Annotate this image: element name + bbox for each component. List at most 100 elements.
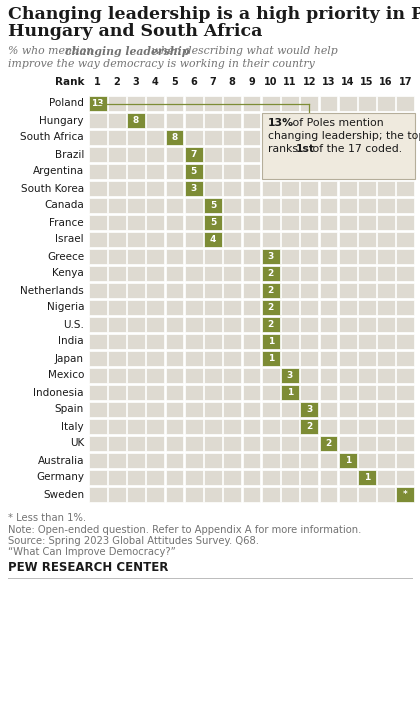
Bar	[223, 249, 241, 264]
Text: Rank: Rank	[55, 77, 85, 87]
Bar	[127, 436, 145, 451]
Bar	[358, 384, 376, 400]
Bar	[185, 334, 203, 349]
Bar	[281, 266, 299, 282]
Text: 5: 5	[191, 167, 197, 176]
Bar	[223, 368, 241, 383]
Bar	[243, 282, 260, 298]
Bar	[165, 96, 184, 111]
Bar	[147, 96, 164, 111]
Bar	[300, 164, 318, 180]
Bar	[147, 452, 164, 468]
Bar	[358, 130, 376, 146]
Bar	[204, 198, 222, 214]
Bar	[320, 402, 337, 417]
Bar	[320, 215, 337, 230]
Bar	[339, 181, 357, 196]
Bar	[204, 215, 222, 230]
Bar	[339, 198, 357, 214]
Bar	[127, 249, 145, 264]
Bar	[185, 436, 203, 451]
Bar	[108, 470, 126, 485]
Text: 1: 1	[364, 473, 370, 482]
Bar	[377, 232, 395, 248]
Bar	[281, 436, 299, 451]
Text: 1: 1	[268, 354, 274, 363]
Bar	[396, 384, 414, 400]
Bar	[320, 113, 337, 128]
Bar	[396, 418, 414, 434]
Bar	[185, 181, 203, 196]
Bar	[108, 96, 126, 111]
Text: changing leadership; the topic: changing leadership; the topic	[268, 131, 420, 141]
Bar	[300, 350, 318, 366]
Bar	[339, 147, 357, 162]
Bar	[377, 300, 395, 315]
Bar	[320, 282, 337, 298]
Bar	[185, 147, 203, 162]
Bar	[223, 452, 241, 468]
Bar	[358, 300, 376, 315]
Text: Argentina: Argentina	[33, 167, 84, 177]
Bar	[377, 198, 395, 214]
Text: Canada: Canada	[44, 201, 84, 211]
Bar	[108, 215, 126, 230]
Bar	[243, 470, 260, 485]
Bar	[396, 130, 414, 146]
Text: 17: 17	[399, 77, 412, 87]
Bar	[223, 215, 241, 230]
Bar	[165, 452, 184, 468]
Bar	[147, 147, 164, 162]
Bar	[358, 350, 376, 366]
Bar	[185, 487, 203, 502]
Bar	[243, 266, 260, 282]
Bar	[339, 384, 357, 400]
Bar	[204, 181, 222, 196]
Text: of the 17 coded.: of the 17 coded.	[309, 144, 402, 154]
Text: 2: 2	[326, 439, 331, 448]
Bar	[320, 452, 337, 468]
Bar	[127, 181, 145, 196]
Text: 3: 3	[287, 371, 293, 380]
Bar	[204, 418, 222, 434]
Bar	[281, 334, 299, 349]
Bar	[358, 334, 376, 349]
Bar	[165, 266, 184, 282]
Bar	[127, 282, 145, 298]
Text: 14: 14	[341, 77, 354, 87]
Bar	[358, 96, 376, 111]
Text: 2: 2	[268, 320, 274, 329]
Bar	[223, 198, 241, 214]
Bar	[262, 334, 280, 349]
Bar	[300, 147, 318, 162]
Bar	[165, 316, 184, 332]
Bar	[243, 334, 260, 349]
Bar	[147, 402, 164, 417]
Bar	[165, 232, 184, 248]
Bar	[165, 402, 184, 417]
Bar	[147, 487, 164, 502]
Bar	[89, 300, 107, 315]
Bar	[377, 452, 395, 468]
Bar	[300, 232, 318, 248]
Bar	[358, 164, 376, 180]
Bar	[339, 436, 357, 451]
Text: India: India	[58, 337, 84, 347]
Bar	[165, 470, 184, 485]
Bar	[339, 487, 357, 502]
Bar	[262, 198, 280, 214]
Bar	[396, 147, 414, 162]
Bar	[300, 487, 318, 502]
Text: 4: 4	[210, 235, 216, 244]
Bar	[358, 113, 376, 128]
Bar	[204, 113, 222, 128]
Bar	[262, 96, 280, 111]
Bar	[108, 130, 126, 146]
Bar	[262, 147, 280, 162]
Bar	[243, 368, 260, 383]
Bar	[89, 232, 107, 248]
Bar	[396, 232, 414, 248]
Bar	[396, 452, 414, 468]
Bar	[185, 198, 203, 214]
Text: Netherlands: Netherlands	[20, 285, 84, 295]
